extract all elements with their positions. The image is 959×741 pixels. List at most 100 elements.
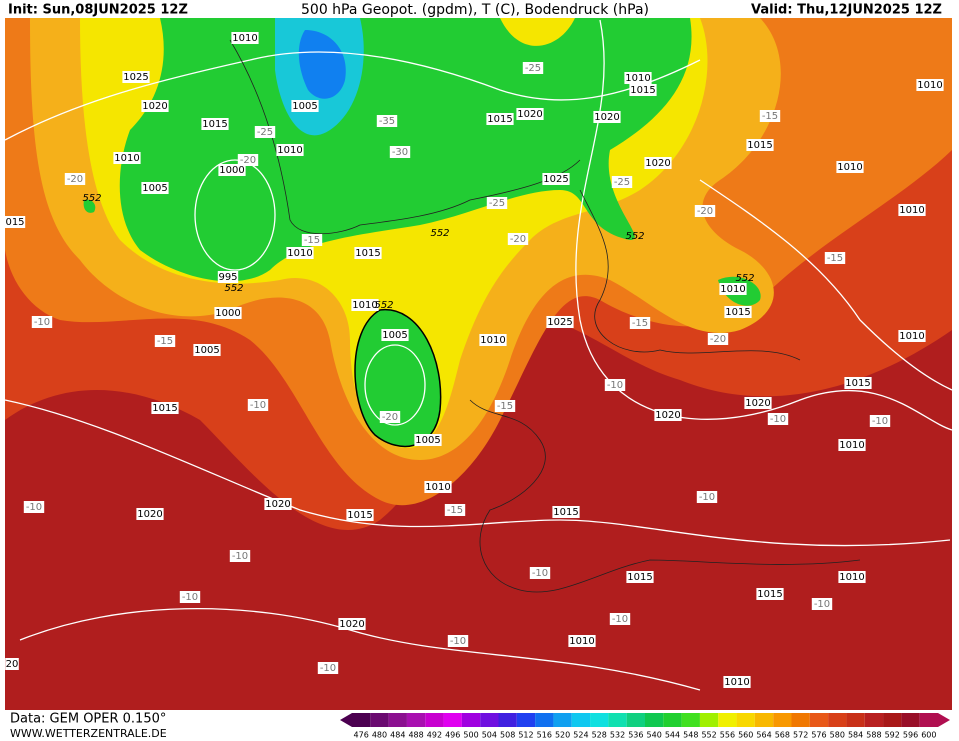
temperature-label-box <box>696 491 718 503</box>
scale-swatch <box>388 713 407 727</box>
isobar-label: 1010 <box>899 331 924 342</box>
scale-label: 580 <box>830 731 845 740</box>
scale-label: 536 <box>628 731 643 740</box>
isobar-label-box <box>546 316 574 328</box>
scale-label: 568 <box>775 731 790 740</box>
isobar-label: 1015 <box>630 85 655 96</box>
isobar-label-box <box>414 434 442 446</box>
isobar-label: 1015 <box>845 378 870 389</box>
temperature-label-box <box>376 115 398 127</box>
scale-label: 576 <box>811 731 826 740</box>
isobar-label-box <box>542 173 570 185</box>
height-label: 552 <box>430 228 449 239</box>
scale-swatch <box>352 713 371 727</box>
isobar-label: 1010 <box>837 162 862 173</box>
temperature-label-box <box>507 233 529 245</box>
temperature-label: -20 <box>382 412 398 423</box>
temperature-label: -10 <box>770 414 786 425</box>
isobar-label: 1020 <box>655 410 680 421</box>
temperature-label-box <box>229 550 251 562</box>
coastline <box>469 399 861 593</box>
temperature-label-box <box>707 333 729 345</box>
temperature-label-box <box>317 662 339 674</box>
isobar <box>4 51 701 141</box>
isobar-label: 995 <box>218 272 237 283</box>
scale-label: 520 <box>555 731 570 740</box>
temperature-label-box <box>154 335 176 347</box>
isobar-label-box <box>629 84 657 96</box>
scale-label: 600 <box>921 731 936 740</box>
isobar-label: 20 <box>6 659 19 670</box>
isobar-label-box <box>424 481 452 493</box>
isobar-label-box <box>217 271 239 283</box>
temperature-label-box <box>522 62 544 74</box>
scale-swatch <box>443 713 462 727</box>
scale-label: 480 <box>372 731 387 740</box>
isobar-label: 015 <box>5 217 24 228</box>
valid-time: Valid: Thu,12JUN2025 12Z <box>751 3 942 18</box>
isobar-label-box <box>593 111 621 123</box>
isobar-label: 1010 <box>625 73 650 84</box>
isobar-label-box <box>719 283 747 295</box>
scale-swatch <box>406 713 426 727</box>
isobar-label: 1015 <box>347 510 372 521</box>
isobar-label-box <box>231 32 259 44</box>
isobar-label: 1000 <box>219 165 244 176</box>
isobar-label: 1005 <box>142 183 167 194</box>
temperature-label: -10 <box>250 400 266 411</box>
temperature-label: -10 <box>34 317 50 328</box>
isobar-label-box <box>644 157 672 169</box>
temperature-label: -20 <box>710 334 726 345</box>
scale-swatch <box>699 713 719 727</box>
temperature-label: -10 <box>607 380 623 391</box>
isobar-label-box <box>5 658 19 670</box>
temperature-label-box <box>23 501 45 513</box>
isobar-label: 1015 <box>725 307 750 318</box>
temperature-label: -10 <box>26 502 42 513</box>
scale-label: 588 <box>866 731 881 740</box>
scale-swatch <box>791 713 810 727</box>
isobar-label-box <box>151 402 179 414</box>
temperature-label: -15 <box>157 336 173 347</box>
isobar-label: 1020 <box>645 158 670 169</box>
isobar-label: 1010 <box>287 248 312 259</box>
isobar-label: 1005 <box>415 435 440 446</box>
temperature-label: -15 <box>762 111 778 122</box>
isobar-label-box <box>552 506 580 518</box>
isobar-label: 1010 <box>232 33 257 44</box>
temperature-label-box <box>759 110 781 122</box>
isobar-label: 1015 <box>553 507 578 518</box>
isobar-label: 1015 <box>757 589 782 600</box>
isobar-label: 1015 <box>627 572 652 583</box>
isobar-label-box <box>346 509 374 521</box>
temperature-label-box <box>869 415 891 427</box>
isobar-label: 1025 <box>547 317 572 328</box>
scale-label: 552 <box>701 731 716 740</box>
temperature-label-box <box>494 400 516 412</box>
scale-label: 496 <box>445 731 460 740</box>
height-label: 552 <box>224 283 243 294</box>
temperature-label: -15 <box>632 318 648 329</box>
isobar-label: 1010 <box>569 636 594 647</box>
temperature-label: -10 <box>699 492 715 503</box>
temperature-label: -10 <box>612 614 628 625</box>
isobar-label-box <box>193 344 221 356</box>
temperature-label-box <box>31 316 53 328</box>
isobar-label-box <box>264 498 292 510</box>
isobar-label-box <box>838 571 866 583</box>
site-name: WWW.WETTERZENTRALE.DE <box>10 727 167 740</box>
temperature-label-box <box>604 379 626 391</box>
scale-label: 564 <box>756 731 771 740</box>
scale-label: 548 <box>683 731 698 740</box>
isobar-lines <box>4 19 953 691</box>
temperature-label-box <box>389 146 411 158</box>
isobar <box>364 344 426 426</box>
scale-swatch <box>681 713 700 727</box>
isobar-label-box <box>568 635 596 647</box>
scale-label: 572 <box>793 731 808 740</box>
map-title: 500 hPa Geopot. (gpdm), T (C), Bodendruc… <box>301 2 649 18</box>
scale-label: 504 <box>482 731 497 740</box>
scale-label: 500 <box>463 731 478 740</box>
scale-swatch <box>571 713 591 727</box>
